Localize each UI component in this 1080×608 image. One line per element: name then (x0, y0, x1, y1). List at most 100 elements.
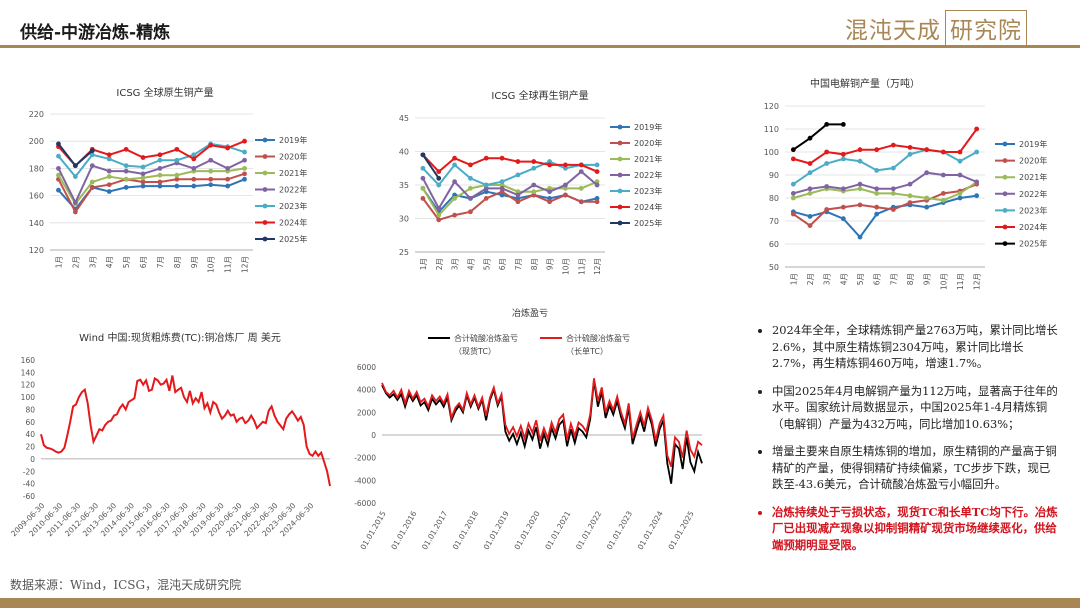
legend-label: 合计硫酸冶炼盈亏 (454, 333, 518, 343)
data-point (140, 179, 146, 185)
legend-label: 2022年 (279, 185, 307, 195)
commentary: 2024年全年，全球精炼铜产量2763万吨，累计同比增长2.6%，其中原生精炼铜… (756, 322, 1061, 564)
series-line (422, 170, 598, 211)
data-point (420, 152, 426, 158)
legend-marker (1002, 241, 1008, 247)
data-point (483, 155, 489, 161)
data-point (191, 166, 197, 171)
data-point (547, 199, 552, 205)
series-line (57, 172, 245, 214)
data-point (790, 191, 796, 196)
y-tick-label: 35 (399, 181, 409, 190)
data-point (563, 165, 568, 171)
x-tick-label: 11月 (224, 256, 233, 273)
data-point (468, 175, 473, 181)
data-point (483, 196, 489, 201)
data-point (840, 156, 846, 162)
y-tick-label: 50 (769, 263, 779, 272)
chart-smelting-profit: 冶炼盈亏 -6000 -4000 -2000 0 2000 4000 6000 合计硫酸冶炼盈亏… (354, 307, 703, 551)
data-point (807, 191, 813, 196)
data-point (89, 148, 95, 154)
x-tick-label: 11月 (956, 273, 965, 290)
x-tick-label: 12月 (973, 273, 982, 290)
legend-label: （长单TC） (566, 346, 608, 356)
data-point (106, 152, 112, 158)
legend-label: 2019年 (634, 122, 662, 132)
data-point (174, 176, 180, 182)
data-point (225, 183, 231, 189)
data-point (106, 189, 112, 194)
chart-title: ICSG 全球原生铜产量 (116, 86, 213, 99)
y-tick-label: 120 (21, 381, 36, 390)
data-point (225, 176, 231, 182)
data-point (890, 186, 896, 192)
data-point (531, 159, 537, 164)
x-tick-label: 12月 (241, 256, 250, 273)
data-point (531, 192, 537, 198)
data-point (790, 211, 796, 217)
data-point (807, 170, 813, 176)
data-point (890, 191, 896, 196)
y-tick-label: 40 (25, 430, 35, 439)
legend-label: 2019年 (1019, 139, 1047, 149)
legend-label: 2021年 (634, 154, 662, 164)
data-point (56, 187, 61, 193)
series-line (792, 183, 978, 227)
data-point (563, 182, 568, 188)
x-tick-label: 2月 (71, 256, 80, 268)
data-point (436, 169, 442, 174)
x-tick-label: 10月 (561, 258, 570, 275)
y-tick-label: 2000 (357, 408, 376, 417)
data-point (547, 196, 552, 201)
legend-label: 2020年 (634, 138, 662, 148)
data-point (483, 185, 489, 191)
data-point (857, 181, 863, 187)
data-point (452, 196, 457, 201)
data-point (123, 176, 129, 182)
x-tick-label: 01.01.2015 (358, 509, 387, 551)
data-point (56, 141, 61, 147)
data-point (807, 223, 813, 229)
data-point (242, 166, 247, 171)
legend-marker (617, 188, 623, 194)
data-point (594, 196, 600, 201)
x-tick-label: 01.01.2025 (666, 509, 695, 551)
y-tick-label: -40 (23, 480, 35, 489)
data-point (857, 186, 863, 192)
note-1: 2024年全年，全球精炼铜产量2763万吨，累计同比增长2.6%，其中原生精炼铜… (772, 322, 1061, 372)
x-tick-label: 3月 (823, 273, 832, 285)
data-point (452, 192, 457, 198)
data-point (857, 202, 863, 208)
data-point (857, 158, 863, 164)
data-point (907, 181, 913, 187)
x-tick-label: 12月 (593, 258, 602, 275)
data-point (123, 163, 129, 169)
legend-label: 2021年 (1019, 172, 1047, 182)
header-divider (0, 45, 1080, 48)
y-tick-label: -6000 (354, 499, 376, 508)
data-point (547, 159, 552, 164)
data-point (174, 146, 180, 152)
legend-label: 2023年 (279, 201, 307, 211)
data-point (907, 193, 913, 199)
series-line (422, 154, 598, 173)
x-tick-label: 2月 (435, 258, 444, 270)
y-tick-label: -2000 (354, 454, 376, 463)
data-point (140, 175, 146, 181)
logo-text: 混沌天成 (845, 18, 941, 44)
data-point (106, 174, 112, 179)
data-point (123, 185, 129, 190)
y-tick-label: -60 (23, 492, 35, 501)
x-tick-label: 01.01.2018 (451, 509, 480, 551)
y-tick-label: 60 (25, 418, 35, 427)
x-tick-label: 1月 (789, 273, 798, 285)
y-tick-label: 220 (29, 110, 44, 119)
x-tick-label: 1月 (419, 258, 428, 270)
data-point (924, 147, 930, 153)
y-tick-label: 80 (769, 194, 779, 203)
data-point (483, 182, 489, 188)
data-point (515, 172, 521, 178)
y-tick-label: 60 (769, 240, 779, 249)
legend-marker (262, 170, 268, 176)
y-tick-label: 30 (399, 215, 409, 224)
